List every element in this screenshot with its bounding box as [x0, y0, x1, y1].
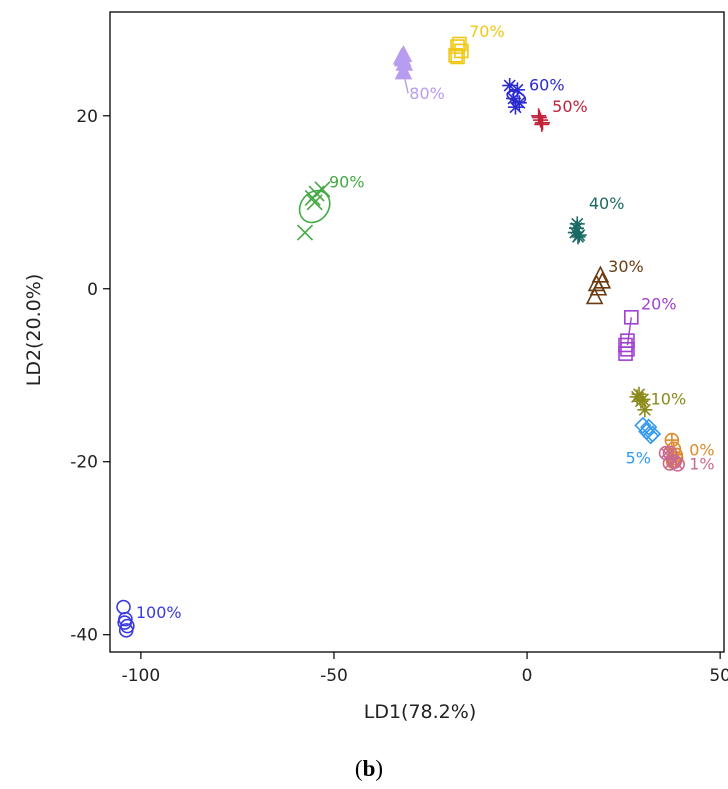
panel-label-close: )	[375, 756, 383, 781]
series-label-10: 10%	[651, 389, 687, 408]
point-90-4	[306, 194, 323, 211]
point-30-4	[593, 271, 612, 289]
x-axis-title: LD1(78.2%)	[364, 701, 477, 723]
series-label-1: 1%	[689, 454, 714, 473]
panel-label-open: (	[355, 756, 363, 781]
point-10-3	[637, 402, 653, 418]
plot-frame	[109, 11, 725, 653]
series-label-30: 30%	[608, 257, 644, 276]
point-10-4	[631, 386, 647, 402]
point-50-4	[535, 115, 551, 131]
series-label-0: 0%	[689, 440, 714, 459]
y-tick-label-20: 20	[76, 107, 98, 127]
panel-label: (b)	[355, 756, 383, 781]
connector-20	[626, 317, 633, 346]
x-tick-label-0: 0	[522, 666, 533, 686]
point-70-2	[448, 47, 463, 63]
series-label-90: 90%	[329, 172, 365, 191]
point-40-4	[570, 229, 586, 245]
plot-area: 0%1% 5% 10% 20% 30% 40% 50% 60% 70% 80% 90% 100%	[116, 22, 715, 638]
point-20-2	[620, 341, 635, 357]
point-5-4	[643, 425, 662, 443]
axes: -100 -50 0 50 -40 -20 0 20	[70, 107, 728, 686]
point-1-3	[662, 445, 678, 461]
y-tick-label-0: 0	[87, 280, 98, 300]
series-label-20: 20%	[641, 294, 677, 313]
point-80-3	[392, 47, 411, 65]
x-tick-label-50: -50	[320, 666, 348, 686]
series-label-70: 70%	[469, 22, 505, 41]
point-100-0	[116, 599, 131, 615]
point-90-0	[296, 224, 314, 241]
y-axis-title: LD2(20.0%)	[23, 274, 45, 387]
point-90-3	[314, 181, 331, 198]
point-5-3	[640, 418, 658, 436]
point-0-0	[664, 432, 680, 448]
point-20-1	[618, 337, 633, 353]
point-70-4	[450, 49, 465, 65]
series-label-50: 50%	[552, 97, 588, 116]
point-5-0	[634, 416, 652, 435]
series-label-80: 80%	[409, 84, 445, 103]
point-30-2	[591, 265, 610, 283]
point-20-0	[624, 309, 639, 325]
point-100-3	[118, 623, 134, 638]
panel-label-letter: b	[363, 756, 376, 781]
point-30-0	[585, 287, 604, 305]
confidence-ellipse-90	[298, 189, 331, 224]
point-40-3	[568, 220, 584, 236]
point-1-4	[670, 457, 685, 472]
series-label-100: 100%	[136, 603, 182, 622]
x-tick-label-50: 50	[709, 666, 728, 686]
series-label-60: 60%	[529, 76, 565, 95]
point-60-4	[507, 99, 523, 115]
y-tick-label-20: -20	[70, 453, 98, 473]
point-80-4	[394, 62, 413, 80]
point-20-4	[620, 333, 635, 348]
series-label-5: 5%	[626, 448, 651, 467]
point-100-4	[117, 615, 132, 630]
y-tick-label-40: -40	[70, 626, 98, 646]
point-50-1	[533, 112, 549, 128]
point-70-0	[450, 39, 465, 54]
point-60-0	[502, 78, 518, 94]
series-label-40: 40%	[589, 194, 625, 213]
x-tick-label-100: -100	[122, 666, 161, 686]
